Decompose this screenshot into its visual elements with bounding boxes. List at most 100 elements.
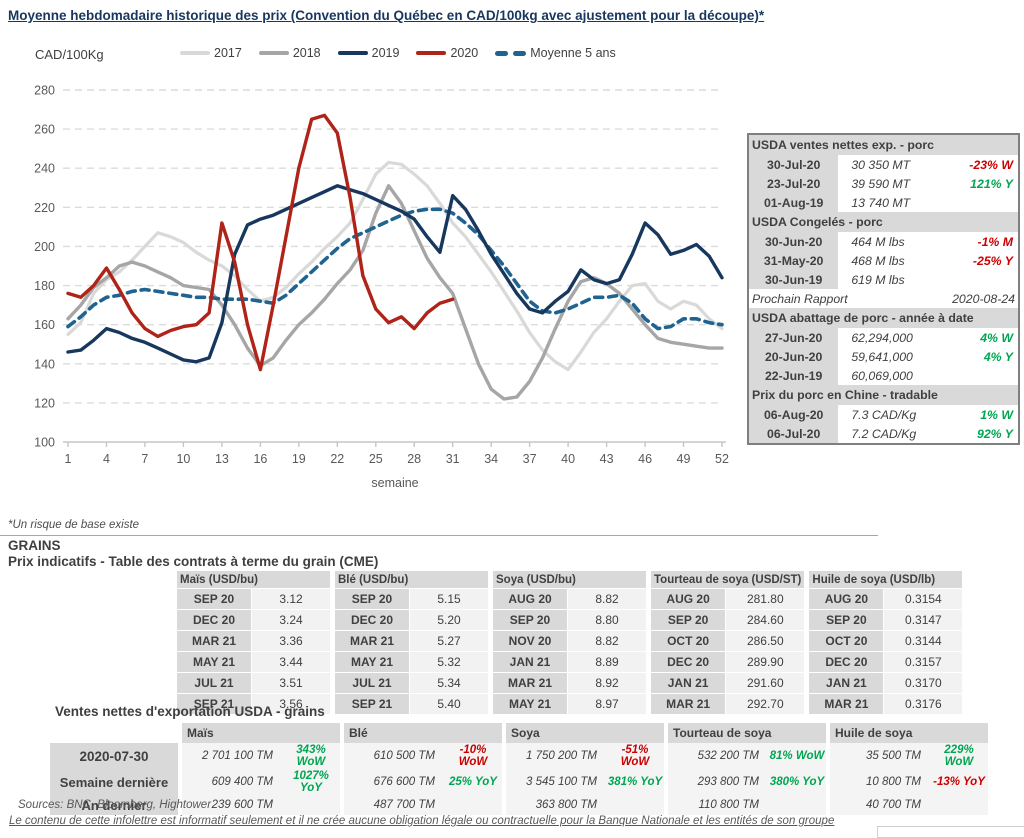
contract-price: 5.20 [410,610,488,630]
x-tick-label: 31 [446,452,460,466]
contract-price: 5.27 [410,631,488,651]
futures-row: SEP 20 5.15 [335,589,488,609]
futures-row: MAY 21 5.32 [335,652,488,672]
export-volume-cell: 110 800 TM [664,795,768,815]
futures-row: MAR 21 292.70 [651,694,805,714]
disclaimer-note: Le contenu de cette infolettre est infor… [9,815,835,827]
contract-month: MAR 21 [493,673,567,693]
x-tick-label: 40 [561,452,575,466]
panel-value-cell: 7.2 CAD/Kg [851,426,917,441]
x-tick-label: 49 [677,452,691,466]
futures-title: Blé (USD/bu) [335,571,488,588]
legend-item-2018: 2018 [258,46,321,60]
x-tick-label: 7 [141,452,148,466]
export-change-cell: -51% WoW [606,743,664,769]
contract-month: MAR 21 [809,694,884,714]
contract-price: 0.3147 [884,610,963,630]
contract-price: 292.70 [726,694,805,714]
series-2018 [66,184,724,401]
futures-table-soya: Soya (USD/bu) AUG 20 8.82 SEP 20 8.80 NOV 20 8… [492,570,647,715]
export-volume-cell: 2 701 100 TM [178,743,282,769]
futures-row: SEP 20 8.80 [493,610,646,630]
panel-value-cell: 464 M lbs [851,234,905,249]
export-commodity-header: Huile de soya [826,723,988,743]
risk-note: *Un risque de base existe [8,519,140,531]
legend-label: 2018 [292,46,321,60]
next-report-date: 2020-08-24 [952,291,1015,306]
separator-line [0,535,878,536]
export-commodity-header: Blé [340,723,502,743]
futures-row: AUG 20 0.3154 [809,589,963,609]
contract-price: 5.32 [410,652,488,672]
contract-month: DEC 20 [335,610,409,630]
x-tick-label: 1 [65,452,72,466]
export-volume-cell: 676 600 TM [340,769,444,795]
contract-price: 3.12 [252,589,330,609]
futures-heading: Prix indicatifs - Table des contrats à t… [8,554,379,569]
contract-price: 0.3144 [884,631,963,651]
y-axis-unit-label: CAD/100Kg [35,47,104,62]
panel-data-row: 27-Jun-20 62,294,000 4% W [748,328,1019,347]
panel-section-title: USDA ventes nettes exp. - porc [748,134,1019,155]
export-commodity-header: Maïs [178,723,340,743]
futures-table-maïs: Maïs (USD/bu) SEP 20 3.12 DEC 20 3.24 MAR 21 3… [176,570,331,715]
x-tick-label: 19 [292,452,306,466]
next-report-label: Prochain Rapport [752,291,848,306]
panel-value-cell: 13 740 MT [851,195,911,210]
x-tick-label: 13 [215,452,229,466]
futures-row: DEC 20 0.3157 [809,652,963,672]
panel-value-cell: 468 M lbs [851,253,905,268]
futures-row: JUL 21 5.34 [335,673,488,693]
futures-row: SEP 20 3.12 [177,589,330,609]
futures-row: MAR 21 3.36 [177,631,330,651]
legend-label: Moyenne 5 ans [530,46,616,60]
futures-row: MAR 21 5.27 [335,631,488,651]
export-change-cell [444,795,502,815]
panel-data-row: 31-May-20 468 M lbs -25% Y [748,251,1019,270]
panel-section-header: USDA ventes nettes exp. - porc [748,134,1019,155]
panel-change-cell: 4% Y [983,349,1013,364]
contract-price: 5.34 [410,673,488,693]
contract-price: 284.60 [726,610,805,630]
contract-price: 8.89 [568,652,646,672]
panel-data-row: 30-Jun-20 464 M lbs -1% M [748,232,1019,251]
panel-change-cell [929,366,1019,385]
series-2019 [66,184,724,364]
panel-date-cell: 30-Jul-20 [748,155,839,174]
panel-change-cell: 121% Y [970,176,1013,191]
export-change-cell: 380% YoY [768,769,826,795]
futures-row: AUG 20 281.80 [651,589,805,609]
futures-row: MAR 21 8.92 [493,673,646,693]
corner-cell [50,723,178,743]
contract-price: 8.80 [568,610,646,630]
x-tick-label: 37 [523,452,537,466]
futures-row: NOV 20 8.82 [493,631,646,651]
panel-value-cell: 59,641,000 [851,349,913,364]
panel-change-cell: 92% Y [976,426,1013,441]
contract-month: JAN 21 [651,673,726,693]
contract-price: 3.51 [252,673,330,693]
panel-section-title: Prix du porc en Chine - tradable [748,385,1019,405]
export-change-cell [282,795,340,815]
legend-item-2017: 2017 [180,46,242,60]
y-tick-label: 200 [34,240,55,254]
contract-month: JUL 21 [177,673,251,693]
panel-change-cell [929,193,1019,212]
contract-month: JAN 21 [493,652,567,672]
panel-data-row: 22-Jun-19 60,069,000 [748,366,1019,385]
y-tick-label: 220 [34,201,55,215]
panel-value-cell: 30 350 MT [851,157,911,172]
panel-date-cell: 20-Jun-20 [748,347,839,366]
y-tick-label: 100 [34,436,55,450]
x-tick-label: 28 [407,452,421,466]
y-tick-label: 260 [34,123,55,137]
contract-month: AUG 20 [809,589,884,609]
export-commodity-header: Soya [502,723,664,743]
x-tick-label: 25 [369,452,383,466]
futures-row: DEC 20 289.90 [651,652,805,672]
contract-month: MAY 21 [493,694,567,714]
series-2020 [66,113,455,372]
contract-month: SEP 20 [651,610,726,630]
contract-month: MAR 21 [177,631,251,651]
contract-month: JAN 21 [809,673,884,693]
